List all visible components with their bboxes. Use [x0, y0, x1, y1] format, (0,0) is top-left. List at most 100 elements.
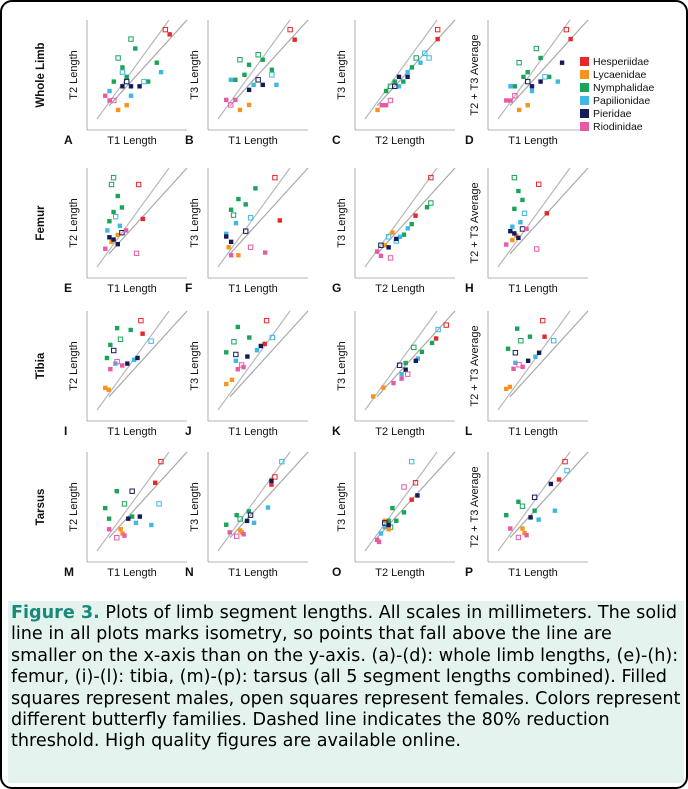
data-point-male	[224, 381, 229, 387]
data-point-male	[253, 186, 258, 191]
data-point-male	[521, 74, 526, 80]
data-point-male	[111, 79, 117, 84]
panel-letter: B	[185, 133, 194, 147]
data-point-male	[258, 343, 264, 349]
scatter-panel-c: T2 Length T3 Length C	[332, 19, 456, 147]
data-point-male	[235, 324, 240, 330]
data-point-male	[224, 522, 229, 527]
data-point-female	[111, 347, 117, 354]
y-axis-label: T3 Length	[336, 198, 348, 248]
panel-letter: K	[332, 424, 341, 438]
data-point-male	[382, 243, 387, 248]
y-axis-label: T2 + T3 Average	[469, 182, 481, 263]
data-point-female	[385, 234, 392, 240]
data-point-female	[443, 322, 449, 328]
data-point-female	[162, 26, 169, 33]
data-point-male	[224, 234, 229, 239]
data-point-female	[516, 362, 522, 368]
data-point-male	[556, 477, 562, 482]
data-point-male	[527, 334, 533, 339]
data-point-male	[224, 97, 229, 103]
data-point-male	[228, 77, 234, 83]
data-point-male	[120, 84, 125, 89]
panel-letter: O	[332, 565, 341, 579]
data-point-female	[233, 351, 239, 358]
data-point-female	[412, 480, 419, 486]
data-point-female	[564, 467, 570, 474]
data-point-male	[424, 205, 430, 210]
threshold-line	[497, 19, 571, 120]
scatter-panel-o: T2 Length T3 Length O	[332, 451, 456, 579]
data-point-male	[394, 518, 399, 523]
data-point-female	[428, 200, 434, 206]
data-point-female	[413, 55, 419, 61]
data-point-male	[514, 233, 519, 238]
data-point-male	[508, 98, 513, 103]
data-point-male	[516, 188, 521, 194]
data-point-female	[115, 55, 121, 61]
data-point-male	[429, 340, 435, 346]
row-label: Whole Limb	[35, 42, 47, 107]
data-point-male	[227, 530, 232, 535]
data-point-female	[269, 72, 275, 78]
data-point-male	[520, 197, 525, 203]
panel-letter: N	[185, 565, 194, 579]
data-point-male	[246, 62, 252, 67]
data-point-male	[246, 102, 252, 108]
data-point-male	[374, 537, 380, 543]
data-point-male	[546, 74, 552, 80]
data-point-male	[152, 480, 158, 485]
y-axis-label: T3 Length	[189, 482, 201, 532]
data-point-male	[399, 371, 404, 377]
data-point-male	[114, 325, 120, 331]
isometry-line	[108, 167, 188, 255]
data-point-female	[511, 174, 518, 181]
panel-letter: I	[64, 424, 67, 438]
data-point-female	[382, 520, 388, 526]
isometry-line	[229, 19, 309, 107]
data-point-female	[247, 244, 254, 250]
data-point-female	[531, 494, 538, 501]
data-point-male	[251, 520, 257, 526]
data-point-male	[435, 36, 440, 42]
data-point-male	[507, 384, 513, 390]
threshold-line	[497, 451, 571, 552]
data-point-male	[149, 522, 154, 528]
scatter-panel-e: T1 Length T2 Length E	[64, 167, 188, 295]
data-point-male	[397, 234, 403, 239]
y-axis-label: T3 Length	[189, 198, 201, 248]
data-point-male	[114, 489, 119, 494]
data-point-male	[274, 82, 279, 88]
data-point-male	[167, 32, 172, 37]
legend-label: Riodinidae	[593, 121, 643, 133]
data-point-male	[105, 228, 110, 233]
legend-label: Hesperiidae	[593, 56, 649, 68]
data-point-male	[119, 205, 125, 210]
data-point-female	[387, 255, 394, 261]
data-point-male	[137, 514, 143, 519]
y-axis-label: T2 Length	[68, 482, 80, 532]
isometry-line	[108, 310, 188, 398]
data-point-male	[391, 380, 396, 386]
data-point-male	[392, 79, 397, 84]
x-axis-label: T1 Length	[508, 135, 558, 147]
legend-label: Nymphalidae	[593, 82, 654, 94]
x-axis-label: T1 Length	[107, 135, 157, 147]
data-point-male	[512, 231, 517, 236]
data-point-female	[401, 484, 407, 490]
data-point-male	[375, 107, 380, 113]
data-point-male	[140, 331, 145, 336]
figure-caption: Figure 3. Plots of limb segment lengths.…	[8, 601, 684, 783]
y-axis-label: T2 + T3 Average	[469, 325, 481, 406]
data-point-male	[241, 532, 246, 537]
data-point-female	[230, 212, 237, 218]
data-point-male	[522, 530, 527, 536]
y-axis-label: T2 + T3 Average	[469, 34, 481, 115]
data-point-male	[125, 361, 130, 366]
data-point-male	[390, 230, 395, 235]
data-point-female	[114, 535, 120, 541]
data-point-male	[109, 239, 114, 245]
panel-letter: E	[64, 281, 72, 295]
data-point-male	[568, 36, 573, 42]
data-point-male	[559, 60, 565, 65]
